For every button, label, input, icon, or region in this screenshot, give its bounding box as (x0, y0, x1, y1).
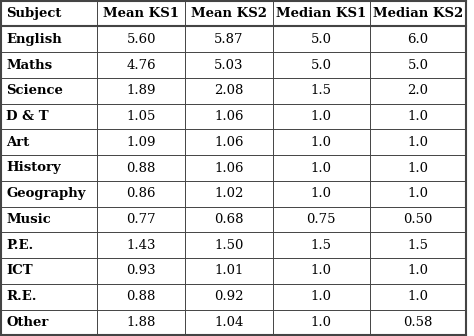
Text: 0.92: 0.92 (214, 290, 244, 303)
Text: 1.50: 1.50 (214, 239, 244, 252)
Text: R.E.: R.E. (6, 290, 37, 303)
Text: 0.50: 0.50 (403, 213, 433, 226)
Text: 0.58: 0.58 (403, 316, 433, 329)
Text: 1.89: 1.89 (127, 84, 156, 97)
Text: 1.06: 1.06 (214, 162, 244, 174)
Text: 0.93: 0.93 (127, 264, 156, 278)
Text: 2.08: 2.08 (214, 84, 244, 97)
Text: 1.0: 1.0 (311, 316, 332, 329)
Text: Maths: Maths (6, 58, 53, 72)
Text: 1.01: 1.01 (214, 264, 244, 278)
Text: 2.0: 2.0 (408, 84, 428, 97)
Text: Subject: Subject (6, 7, 62, 20)
Text: 1.09: 1.09 (127, 136, 156, 149)
Text: 6.0: 6.0 (408, 33, 428, 46)
Text: History: History (6, 162, 61, 174)
Text: 1.0: 1.0 (408, 264, 428, 278)
Text: 0.88: 0.88 (127, 290, 156, 303)
Text: 1.0: 1.0 (311, 162, 332, 174)
Text: 5.60: 5.60 (127, 33, 156, 46)
Text: D & T: D & T (6, 110, 49, 123)
Text: 1.0: 1.0 (408, 162, 428, 174)
Text: Music: Music (6, 213, 51, 226)
Text: 1.0: 1.0 (408, 136, 428, 149)
Text: 0.75: 0.75 (307, 213, 336, 226)
Text: 5.87: 5.87 (214, 33, 244, 46)
Text: 1.04: 1.04 (214, 316, 244, 329)
Text: Geography: Geography (6, 187, 86, 200)
Text: Mean KS2: Mean KS2 (191, 7, 267, 20)
Text: 1.0: 1.0 (311, 290, 332, 303)
Text: 1.88: 1.88 (127, 316, 156, 329)
Text: 4.76: 4.76 (127, 58, 156, 72)
Text: 0.68: 0.68 (214, 213, 244, 226)
Text: 1.5: 1.5 (311, 84, 332, 97)
Text: Other: Other (6, 316, 49, 329)
Text: 1.06: 1.06 (214, 136, 244, 149)
Text: Mean KS1: Mean KS1 (103, 7, 179, 20)
Text: 1.0: 1.0 (311, 264, 332, 278)
Text: 1.05: 1.05 (127, 110, 156, 123)
Text: 5.03: 5.03 (214, 58, 244, 72)
Text: 5.0: 5.0 (311, 58, 332, 72)
Text: 1.0: 1.0 (408, 110, 428, 123)
Text: 5.0: 5.0 (311, 33, 332, 46)
Text: 0.86: 0.86 (127, 187, 156, 200)
Text: 1.02: 1.02 (214, 187, 244, 200)
Text: 1.5: 1.5 (311, 239, 332, 252)
Text: 1.0: 1.0 (311, 187, 332, 200)
Text: Art: Art (6, 136, 29, 149)
Text: 1.0: 1.0 (408, 290, 428, 303)
Text: Median KS2: Median KS2 (373, 7, 463, 20)
Text: 1.5: 1.5 (408, 239, 428, 252)
Text: English: English (6, 33, 62, 46)
Text: 5.0: 5.0 (408, 58, 428, 72)
Text: 0.77: 0.77 (127, 213, 156, 226)
Text: 1.0: 1.0 (311, 110, 332, 123)
Text: Median KS1: Median KS1 (276, 7, 366, 20)
Text: 1.0: 1.0 (408, 187, 428, 200)
Text: 1.43: 1.43 (127, 239, 156, 252)
Text: 1.06: 1.06 (214, 110, 244, 123)
Text: 1.0: 1.0 (311, 136, 332, 149)
Text: ICT: ICT (6, 264, 33, 278)
Text: Science: Science (6, 84, 63, 97)
Text: P.E.: P.E. (6, 239, 34, 252)
Text: 0.88: 0.88 (127, 162, 156, 174)
